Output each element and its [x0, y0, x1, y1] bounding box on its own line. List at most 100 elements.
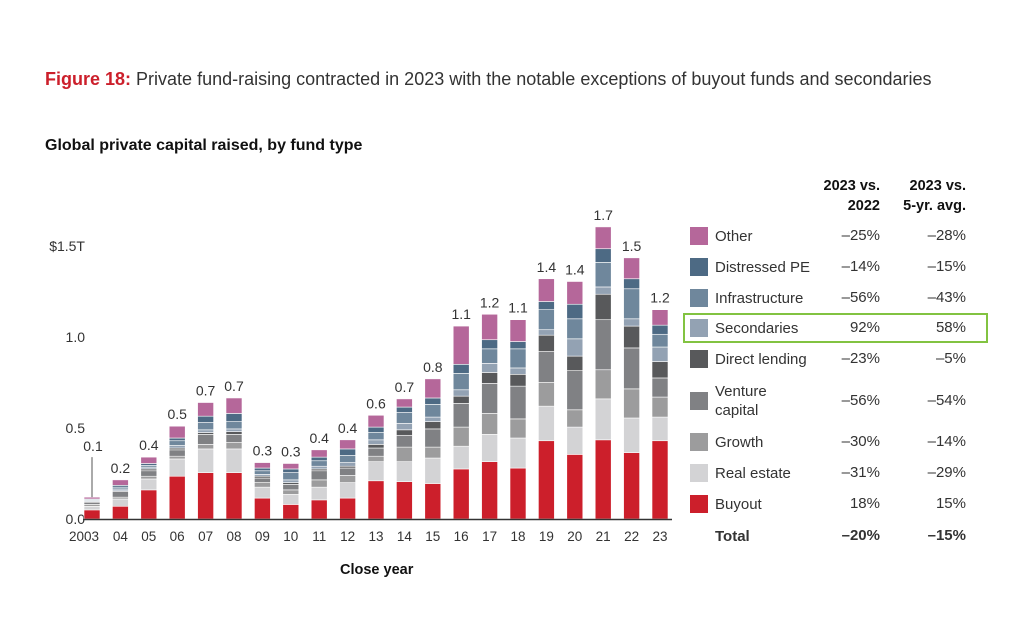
bar-segment-other — [367, 414, 385, 428]
bar-segment-distressed-pe — [197, 415, 214, 423]
bar-segment-growth — [623, 388, 640, 419]
bar-segment-other — [197, 402, 214, 417]
legend-swatch — [690, 350, 708, 368]
y-tick-label: $1.5T — [49, 238, 85, 254]
bar-segment-other — [396, 398, 413, 408]
value-vs-2022: 18% — [849, 495, 880, 512]
bar-segment-real-estate — [651, 416, 669, 442]
bar-segment-real-estate — [254, 486, 271, 499]
legend-swatch — [690, 258, 708, 276]
total-label: 0.5 — [167, 406, 187, 422]
bar-segment-other — [225, 397, 243, 414]
x-axis-label: Close year — [340, 562, 414, 578]
bar-segment-buyout — [538, 440, 555, 520]
total-label: 1.4 — [537, 259, 557, 275]
bar-segment-infrastructure — [509, 348, 527, 369]
bar-segment-distressed-pe — [509, 341, 527, 350]
bar-segment-buyout — [396, 481, 413, 520]
value-vs-2022: –25% — [841, 227, 880, 244]
x-tick-label: 2003 — [69, 529, 99, 544]
bar-segment-secondaries — [168, 444, 186, 449]
bar-segment-real-estate — [225, 448, 243, 473]
bar-segment-infrastructure — [481, 348, 498, 364]
legend-swatch — [690, 464, 708, 482]
bar-segment-distressed-pe — [367, 426, 385, 433]
bar-segment-distressed-pe — [282, 468, 300, 473]
bar-segment-venture-capital — [424, 428, 442, 448]
bar-segment-secondaries — [424, 416, 442, 422]
bar-segment-infrastructure — [168, 440, 186, 446]
total-label: 1.4 — [565, 261, 585, 277]
total-vs-5yr: –15% — [927, 527, 966, 544]
bar-segment-distressed-pe — [566, 303, 584, 320]
value-vs-5yr: –28% — [927, 227, 966, 244]
bar-segment-growth — [396, 446, 413, 462]
legend-label: Distressed PE — [715, 259, 811, 276]
bar-segment-growth — [367, 455, 385, 462]
bar-segment-venture-capital — [509, 385, 527, 420]
bar-segment-real-estate — [112, 498, 129, 507]
bar-segment-infrastructure — [310, 460, 328, 467]
legend-label: Growth — [715, 434, 764, 451]
bar-segment-secondaries — [594, 286, 612, 295]
bar-segment-real-estate — [310, 486, 328, 501]
bar-segment-buyout — [83, 509, 101, 520]
total-label: 0.4 — [139, 437, 159, 453]
bar-segment-venture-capital — [452, 403, 470, 428]
value-vs-2022: –23% — [841, 350, 880, 367]
bar-segment-growth — [481, 413, 498, 435]
x-tick-label: 08 — [226, 529, 241, 544]
bar-segment-distressed-pe — [481, 339, 498, 350]
x-tick-label: 04 — [113, 529, 129, 544]
bar-segment-other — [339, 439, 356, 450]
total-label: 0.7 — [395, 379, 415, 395]
bar-segment-secondaries — [310, 465, 328, 470]
value-vs-2022: –14% — [841, 258, 880, 275]
bar-segment-direct-lending — [367, 444, 385, 449]
bar-segment-distressed-pe — [452, 363, 470, 374]
x-tick-label: 13 — [368, 529, 383, 544]
x-tick-label: 05 — [141, 529, 156, 544]
bar-segment-real-estate — [452, 445, 470, 470]
bar-segment-other — [112, 479, 129, 486]
total-label: 0.1 — [83, 438, 103, 454]
bar-segment-distressed-pe — [623, 278, 640, 290]
legend-swatch — [690, 319, 708, 337]
bar-segment-growth — [197, 444, 214, 450]
bar-segment-real-estate — [339, 482, 356, 499]
bar-segment-infrastructure — [396, 412, 413, 424]
bar-segment-distressed-pe — [396, 406, 413, 413]
value-vs-2022: 92% — [849, 319, 880, 336]
bar-segment-real-estate — [282, 494, 300, 505]
legend-label: Secondaries — [715, 320, 799, 337]
y-tick-label: 1.0 — [66, 329, 86, 345]
bar-segment-buyout — [339, 497, 356, 520]
bar-segment-real-estate — [83, 505, 101, 511]
x-tick-label: 10 — [283, 529, 298, 544]
bar-segment-real-estate — [367, 461, 385, 482]
bar-segment-secondaries — [225, 428, 243, 432]
bar-segment-secondaries — [282, 479, 300, 483]
bar-segment-secondaries — [396, 423, 413, 431]
bar-segment-venture-capital — [282, 484, 300, 491]
value-vs-5yr: –54% — [927, 392, 966, 409]
header-line: 2023 vs. — [909, 178, 966, 194]
x-tick-label: 20 — [567, 529, 582, 544]
value-vs-5yr: –43% — [927, 289, 966, 306]
bar-segment-venture-capital — [197, 434, 214, 445]
legend-label: Infrastructure — [715, 290, 804, 307]
legend-swatch — [690, 433, 708, 451]
total-label: 0.6 — [366, 395, 386, 411]
value-vs-5yr: –5% — [935, 350, 966, 367]
total-label: 0.3 — [281, 443, 301, 459]
bar-segment-venture-capital — [254, 477, 271, 483]
bar-segment-venture-capital — [396, 434, 413, 448]
bar-segment-infrastructure — [197, 422, 214, 431]
chart-title: Global private capital raised, by fund t… — [45, 137, 363, 154]
bar-segment-other — [452, 325, 470, 365]
bar-segment-direct-lending — [396, 429, 413, 436]
bar-segment-venture-capital — [651, 377, 669, 398]
bar-segment-venture-capital — [168, 449, 186, 457]
legend-swatch — [690, 289, 708, 307]
bar-segment-other — [140, 456, 158, 464]
